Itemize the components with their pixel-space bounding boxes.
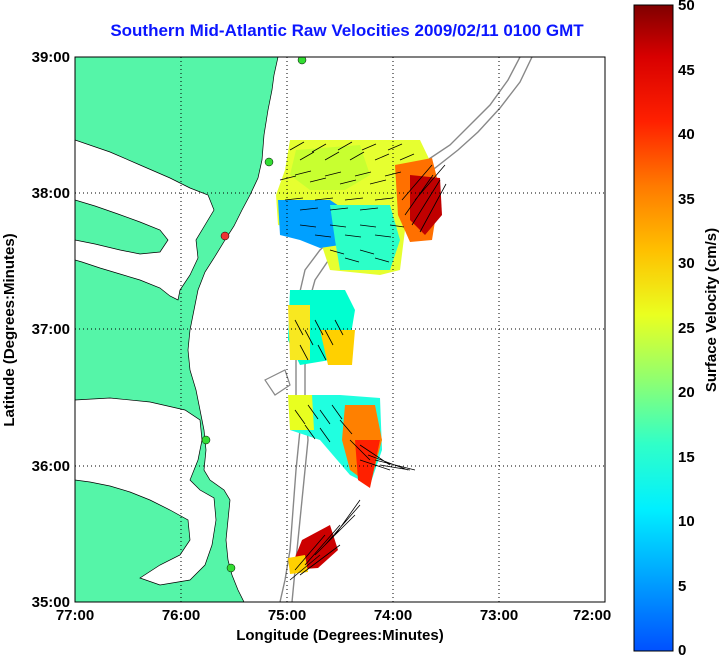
radar-site-marker <box>226 563 236 573</box>
colorbar-tick-label: 10 <box>678 513 695 530</box>
colorbar-tick-label: 15 <box>678 449 695 466</box>
colorbar-tick-label: 40 <box>678 126 695 143</box>
colorbar-tick-label: 20 <box>678 384 695 401</box>
colorbar-tick-label: 35 <box>678 191 695 208</box>
y-tick-label: 35:00 <box>32 594 70 611</box>
y-tick-label: 38:00 <box>32 185 70 202</box>
colorbar: 50 45 40 35 30 25 20 15 10 5 0 Surface V… <box>633 0 720 659</box>
colorbar-tick-label: 30 <box>678 255 695 272</box>
colorbar-label: Surface Velocity (cm/s) <box>703 228 720 392</box>
isobath-line <box>279 57 521 602</box>
x-tick-label: 72:00 <box>573 607 611 624</box>
y-tick-label: 36:00 <box>32 458 70 475</box>
radar-site-marker <box>264 157 274 167</box>
map-title: Southern Mid-Atlantic Raw Velocities 200… <box>110 21 584 40</box>
y-tick-label: 37:00 <box>32 321 70 338</box>
grid-lines <box>75 57 605 602</box>
x-tick-label: 76:00 <box>162 607 200 624</box>
x-tick-label: 77:00 <box>56 607 94 624</box>
y-axis-label: Latitude (Degrees:Minutes) <box>1 233 18 426</box>
plot-frame <box>74 56 606 603</box>
pamlico-sound <box>75 397 217 586</box>
y-tick-label: 39:00 <box>32 49 70 66</box>
isobath-line <box>264 369 291 396</box>
colorbar-tick-label: 0 <box>678 642 686 659</box>
x-axis-label: Longitude (Degrees:Minutes) <box>236 627 444 644</box>
colorbar-tick-label: 5 <box>678 578 686 595</box>
radar-site-marker <box>220 231 230 241</box>
colorbar-tick-label: 50 <box>678 0 695 14</box>
x-axis: 77:00 76:00 75:00 74:00 73:00 72:00 Long… <box>56 607 611 644</box>
radar-sites <box>201 57 307 573</box>
colorbar-gradient <box>633 4 674 652</box>
x-tick-label: 74:00 <box>374 607 412 624</box>
radar-site-marker <box>201 435 211 445</box>
colorbar-tick-label: 45 <box>678 62 695 79</box>
velocity-arrows <box>279 141 447 581</box>
x-tick-label: 73:00 <box>480 607 518 624</box>
radar-site-marker <box>297 57 307 65</box>
y-axis: 39:00 38:00 37:00 36:00 35:00 Latitude (… <box>1 49 70 611</box>
chesapeake-bay <box>75 139 215 301</box>
x-tick-label: 75:00 <box>268 607 306 624</box>
colorbar-tick-label: 25 <box>678 320 695 337</box>
